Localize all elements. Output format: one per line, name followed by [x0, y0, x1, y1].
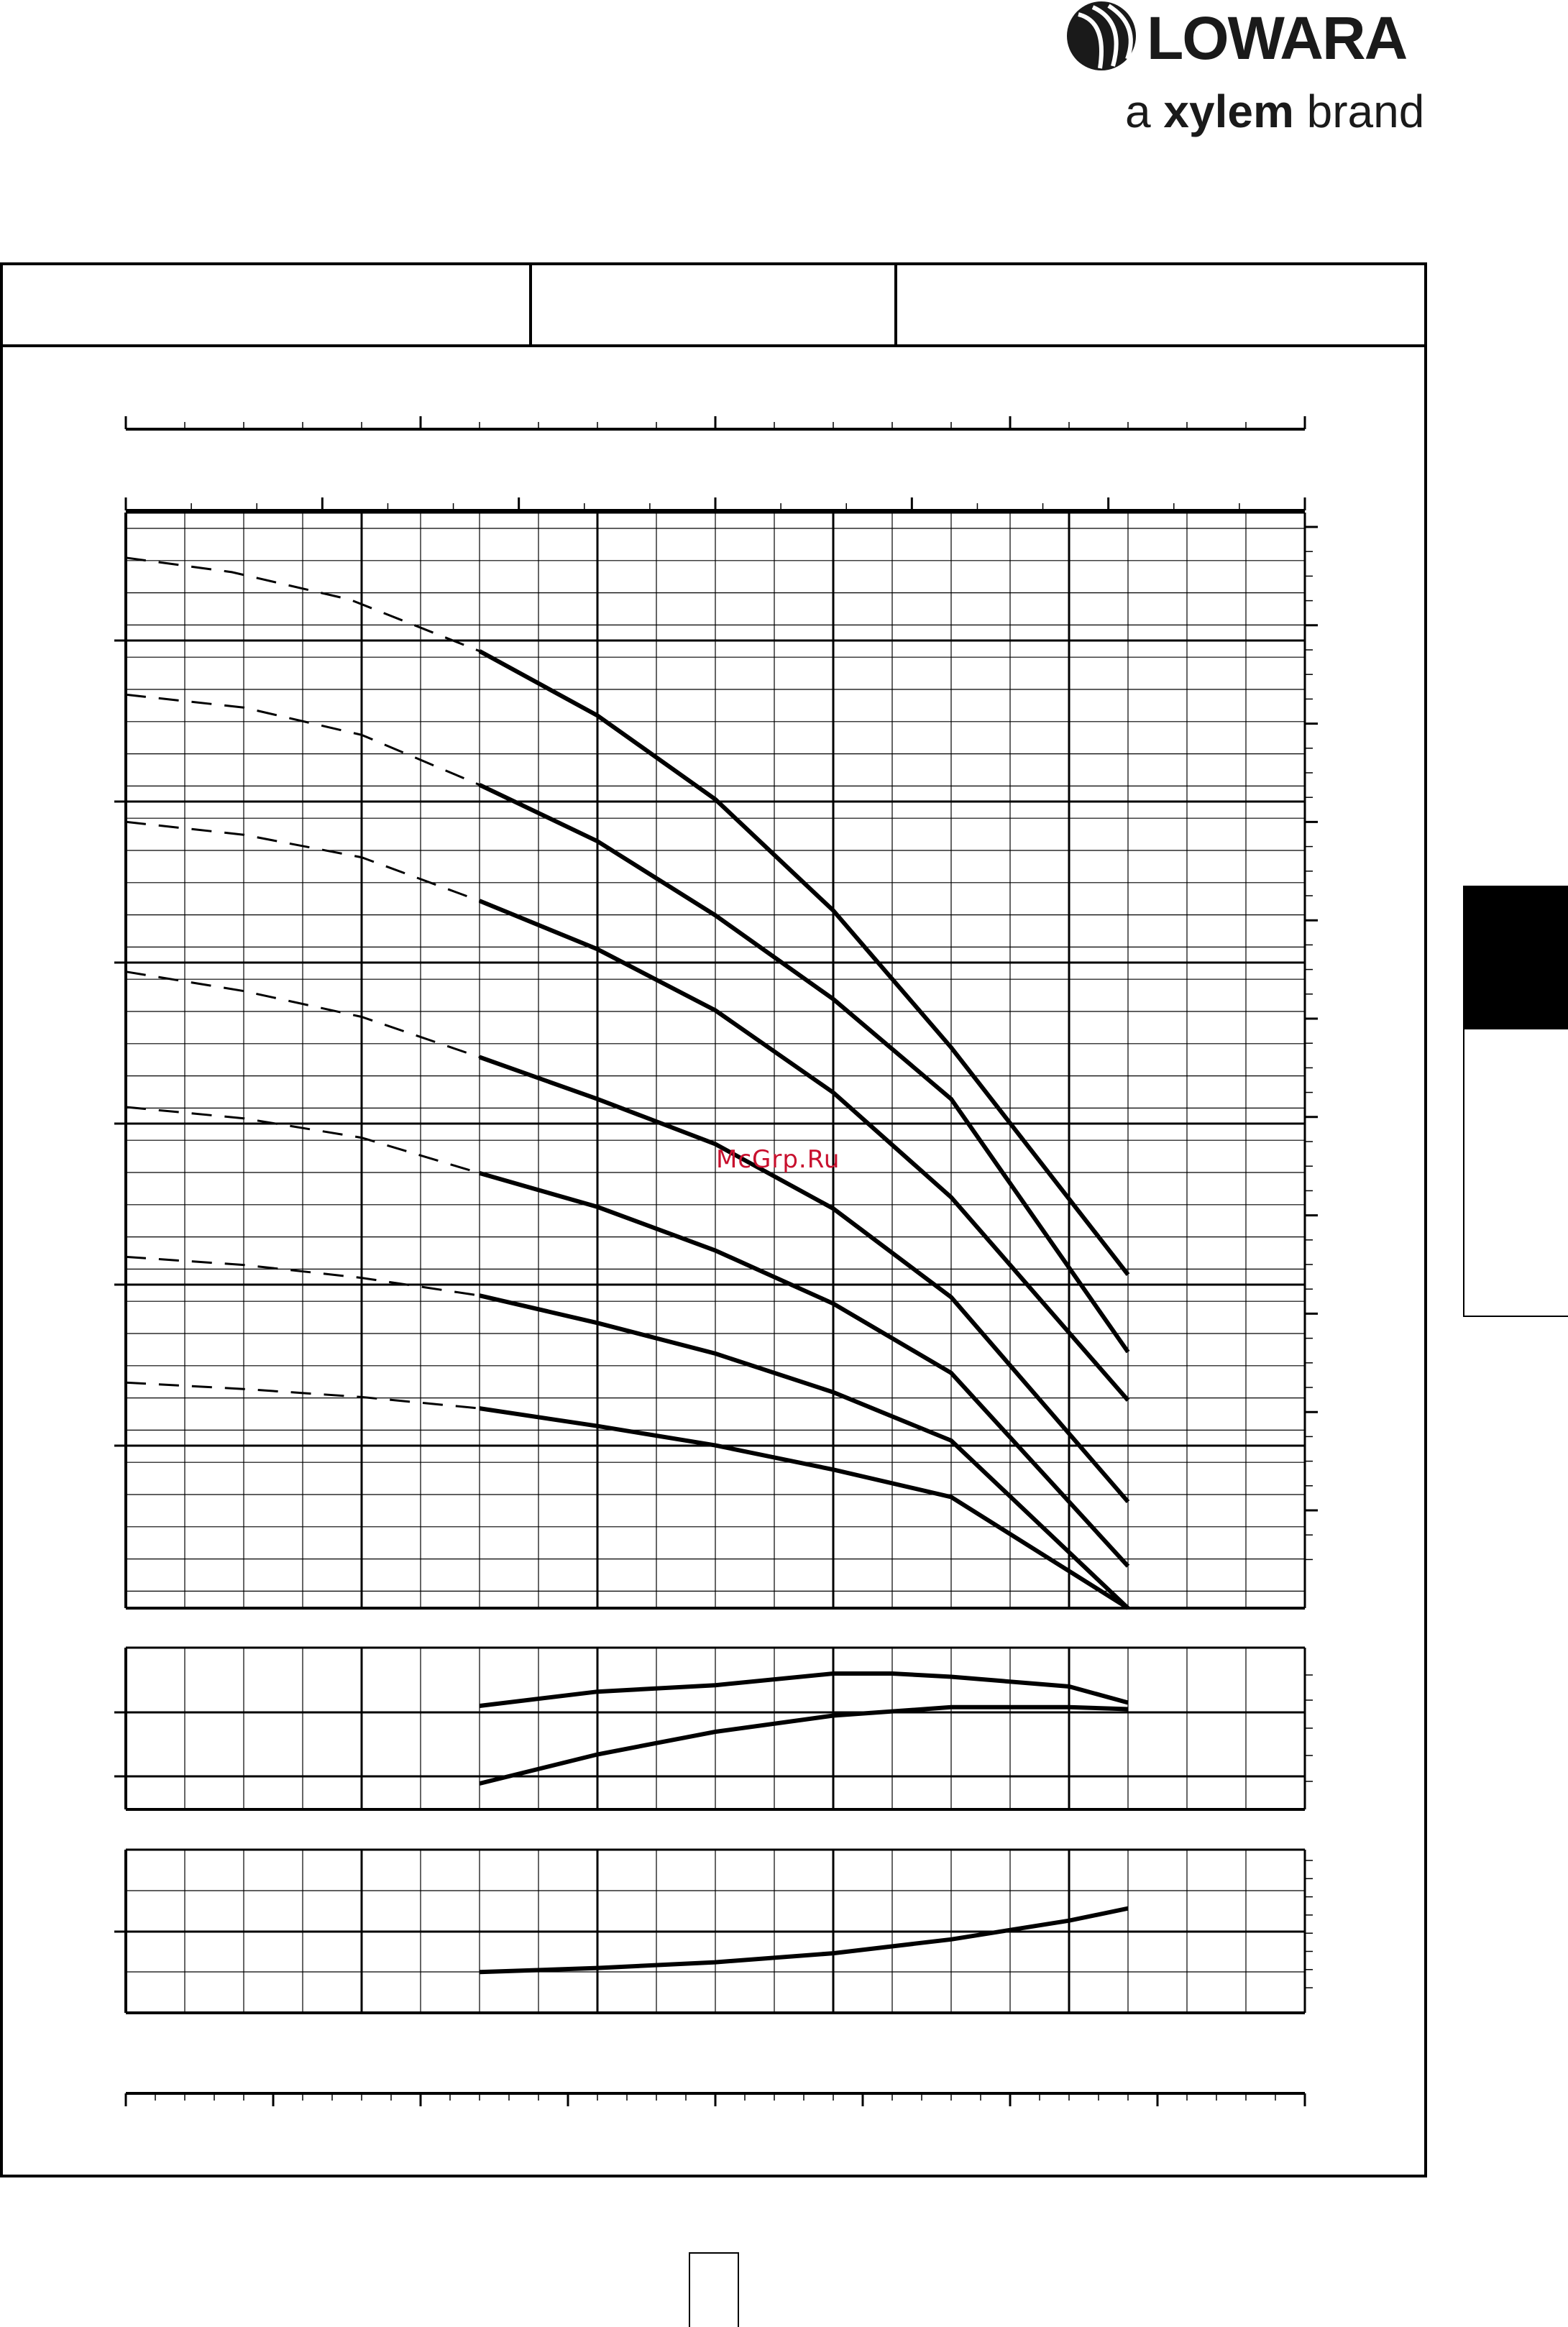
npsh-curve-1: [479, 1906, 1129, 1975]
page-number-box: [689, 2252, 739, 2327]
watermark-text: McGrp.Ru: [716, 1145, 840, 1174]
top-scales: [124, 416, 1306, 512]
head-curve-5: [479, 1171, 1130, 1568]
head-curve-7: [479, 1406, 1129, 1610]
tagline-brand: xylem: [1163, 86, 1294, 137]
bottom-scale: [124, 2092, 1306, 2106]
efficiency-curves-2: [479, 1704, 1129, 1786]
lowara-swirl-icon: [1067, 1, 1136, 70]
head-curve-4: [478, 1055, 1130, 1504]
tagline-suffix: brand: [1306, 86, 1425, 137]
head-curve-2: [478, 783, 1130, 1354]
head-curve-6: [479, 1293, 1130, 1610]
head-curve-6-dashed: [125, 1255, 480, 1297]
head-curve-1: [478, 649, 1130, 1276]
section-tab: [1463, 886, 1568, 1028]
lowara-logo: LOWARA a xylem brand: [1050, 0, 1452, 151]
outer-frame: [0, 262, 1427, 2177]
head-curve-3-dashed: [125, 820, 480, 902]
head-curve-4-dashed: [125, 970, 480, 1058]
head-chart-panel: [114, 511, 1318, 1610]
brand-tagline: a xylem brand: [1125, 85, 1424, 138]
head-curve-2-dashed: [125, 693, 480, 786]
brand-name: LOWARA: [1147, 4, 1408, 72]
npsh-chart-panel: [114, 1848, 1313, 2014]
section-tab-box: [1463, 1028, 1568, 1317]
efficiency-curves-1: [479, 1671, 1129, 1708]
frame: [0, 262, 1427, 2177]
head-curve-1-dashed: [125, 556, 480, 653]
head-curve-5-dashed: [125, 1106, 480, 1175]
tagline-prefix: a: [1125, 86, 1151, 137]
head-curve-7-dashed: [125, 1381, 480, 1410]
head-curve-3: [478, 899, 1130, 1402]
efficiency-chart-panel: [114, 1646, 1313, 1811]
